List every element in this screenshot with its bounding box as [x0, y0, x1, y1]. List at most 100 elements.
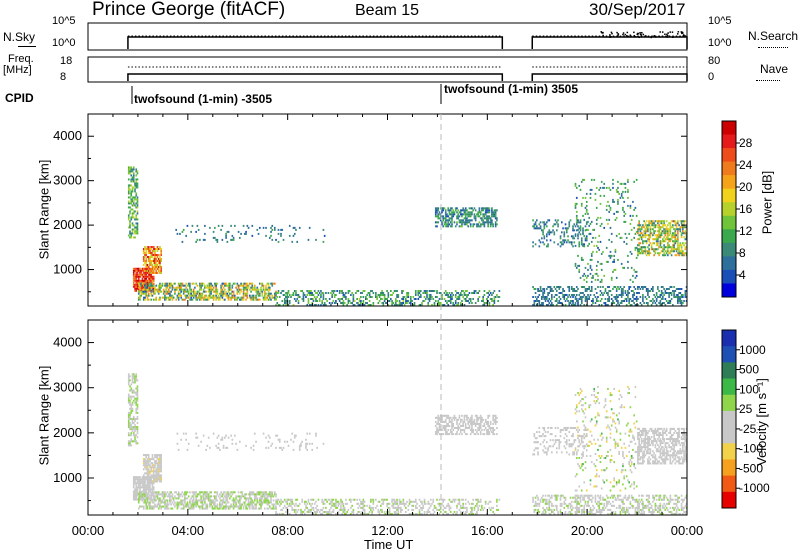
power-cell	[677, 238, 679, 241]
power-cell	[186, 288, 189, 291]
power-cell	[570, 304, 573, 306]
velocity-cell	[256, 493, 259, 496]
power-cell	[306, 294, 309, 296]
velocity-cell	[360, 506, 362, 509]
velocity-cell	[176, 503, 179, 506]
power-cell	[454, 225, 457, 228]
power-cell	[342, 294, 345, 296]
power-cell	[145, 286, 148, 289]
power-cell	[663, 254, 665, 257]
velocity-cell	[367, 512, 370, 515]
power-cell	[555, 304, 558, 306]
power-cell	[381, 294, 383, 296]
power-cell	[145, 258, 148, 260]
power-cell	[131, 176, 134, 179]
power-cell	[464, 298, 467, 300]
velocity-cell	[281, 508, 284, 511]
power-cell	[265, 296, 267, 299]
power-cell	[392, 302, 395, 304]
power-cell	[150, 277, 153, 280]
velocity-cell	[456, 506, 458, 509]
power-cell	[165, 286, 168, 289]
velocity-cell	[151, 482, 154, 485]
power-cell	[144, 260, 146, 262]
power-cell	[653, 226, 655, 229]
velocity-cell	[261, 503, 264, 506]
power-cell	[146, 248, 149, 250]
velocity-cell	[256, 491, 259, 494]
power-cell	[463, 213, 466, 216]
power-cell	[242, 224, 245, 227]
power-cell	[226, 292, 229, 295]
velocity-cell	[265, 493, 267, 496]
velocity-cell	[134, 488, 136, 491]
power-cell	[590, 286, 593, 288]
velocity-cell	[211, 505, 214, 508]
nave-tick-top: 80	[708, 55, 721, 67]
power-cell	[227, 294, 230, 297]
power-cell	[236, 284, 239, 287]
power-cell	[214, 284, 216, 287]
power-cell	[434, 300, 437, 302]
power-cell	[582, 231, 584, 234]
power-cell	[675, 238, 678, 241]
power-cell	[157, 258, 160, 260]
velocity-cell	[371, 512, 373, 515]
power-cell	[617, 296, 619, 298]
power-cell	[436, 211, 438, 214]
velocity-cell	[416, 512, 418, 515]
power-cell	[318, 292, 321, 294]
power-cell	[534, 288, 537, 290]
power-cell	[560, 221, 563, 224]
velocity-cell	[160, 474, 163, 477]
power-cell	[146, 296, 149, 299]
power-cell	[196, 238, 199, 241]
power-cell	[248, 288, 251, 291]
power-cell	[491, 294, 493, 296]
power-cell	[432, 298, 435, 300]
velocity-cell	[151, 466, 154, 469]
power-cell	[150, 270, 153, 272]
velocity-cell	[195, 501, 197, 504]
velocity-cell	[147, 480, 150, 483]
power-cell	[152, 298, 155, 301]
power-cell	[608, 218, 611, 221]
velocity-cell	[155, 474, 158, 477]
velocity-cell	[447, 504, 450, 507]
velocity-cell	[157, 470, 160, 473]
velocity-cell	[142, 464, 145, 467]
power-cell	[221, 294, 224, 297]
velocity-cell	[134, 417, 136, 420]
power-cell	[660, 242, 663, 245]
power-cell	[174, 292, 176, 295]
power-cell	[532, 296, 534, 298]
power-cell	[619, 182, 622, 185]
velocity-cell	[301, 500, 304, 503]
power-cell	[230, 296, 232, 299]
velocity-cell	[216, 503, 219, 506]
power-cell	[583, 243, 586, 246]
power-cell	[243, 288, 246, 291]
power-cell	[273, 292, 276, 295]
velocity-cell	[372, 506, 375, 509]
velocity-cell	[201, 499, 204, 502]
power-cell	[363, 304, 366, 306]
power-cell	[229, 282, 231, 285]
power-cell	[441, 221, 443, 224]
power-cell	[647, 292, 649, 294]
power-cell	[617, 186, 619, 189]
power-cell	[623, 286, 626, 288]
power-cell	[574, 298, 577, 300]
power-cell	[667, 292, 669, 294]
power-cell	[472, 292, 475, 294]
power-cell	[172, 282, 175, 285]
power-cell	[684, 292, 687, 294]
velocity-cell	[157, 458, 160, 461]
power-cell	[598, 248, 601, 251]
power-cell	[548, 219, 551, 222]
power-cell	[442, 304, 445, 306]
velocity-cell	[217, 495, 220, 498]
power-cell	[169, 282, 171, 285]
power-cell	[458, 298, 461, 300]
velocity-cell	[296, 504, 299, 507]
